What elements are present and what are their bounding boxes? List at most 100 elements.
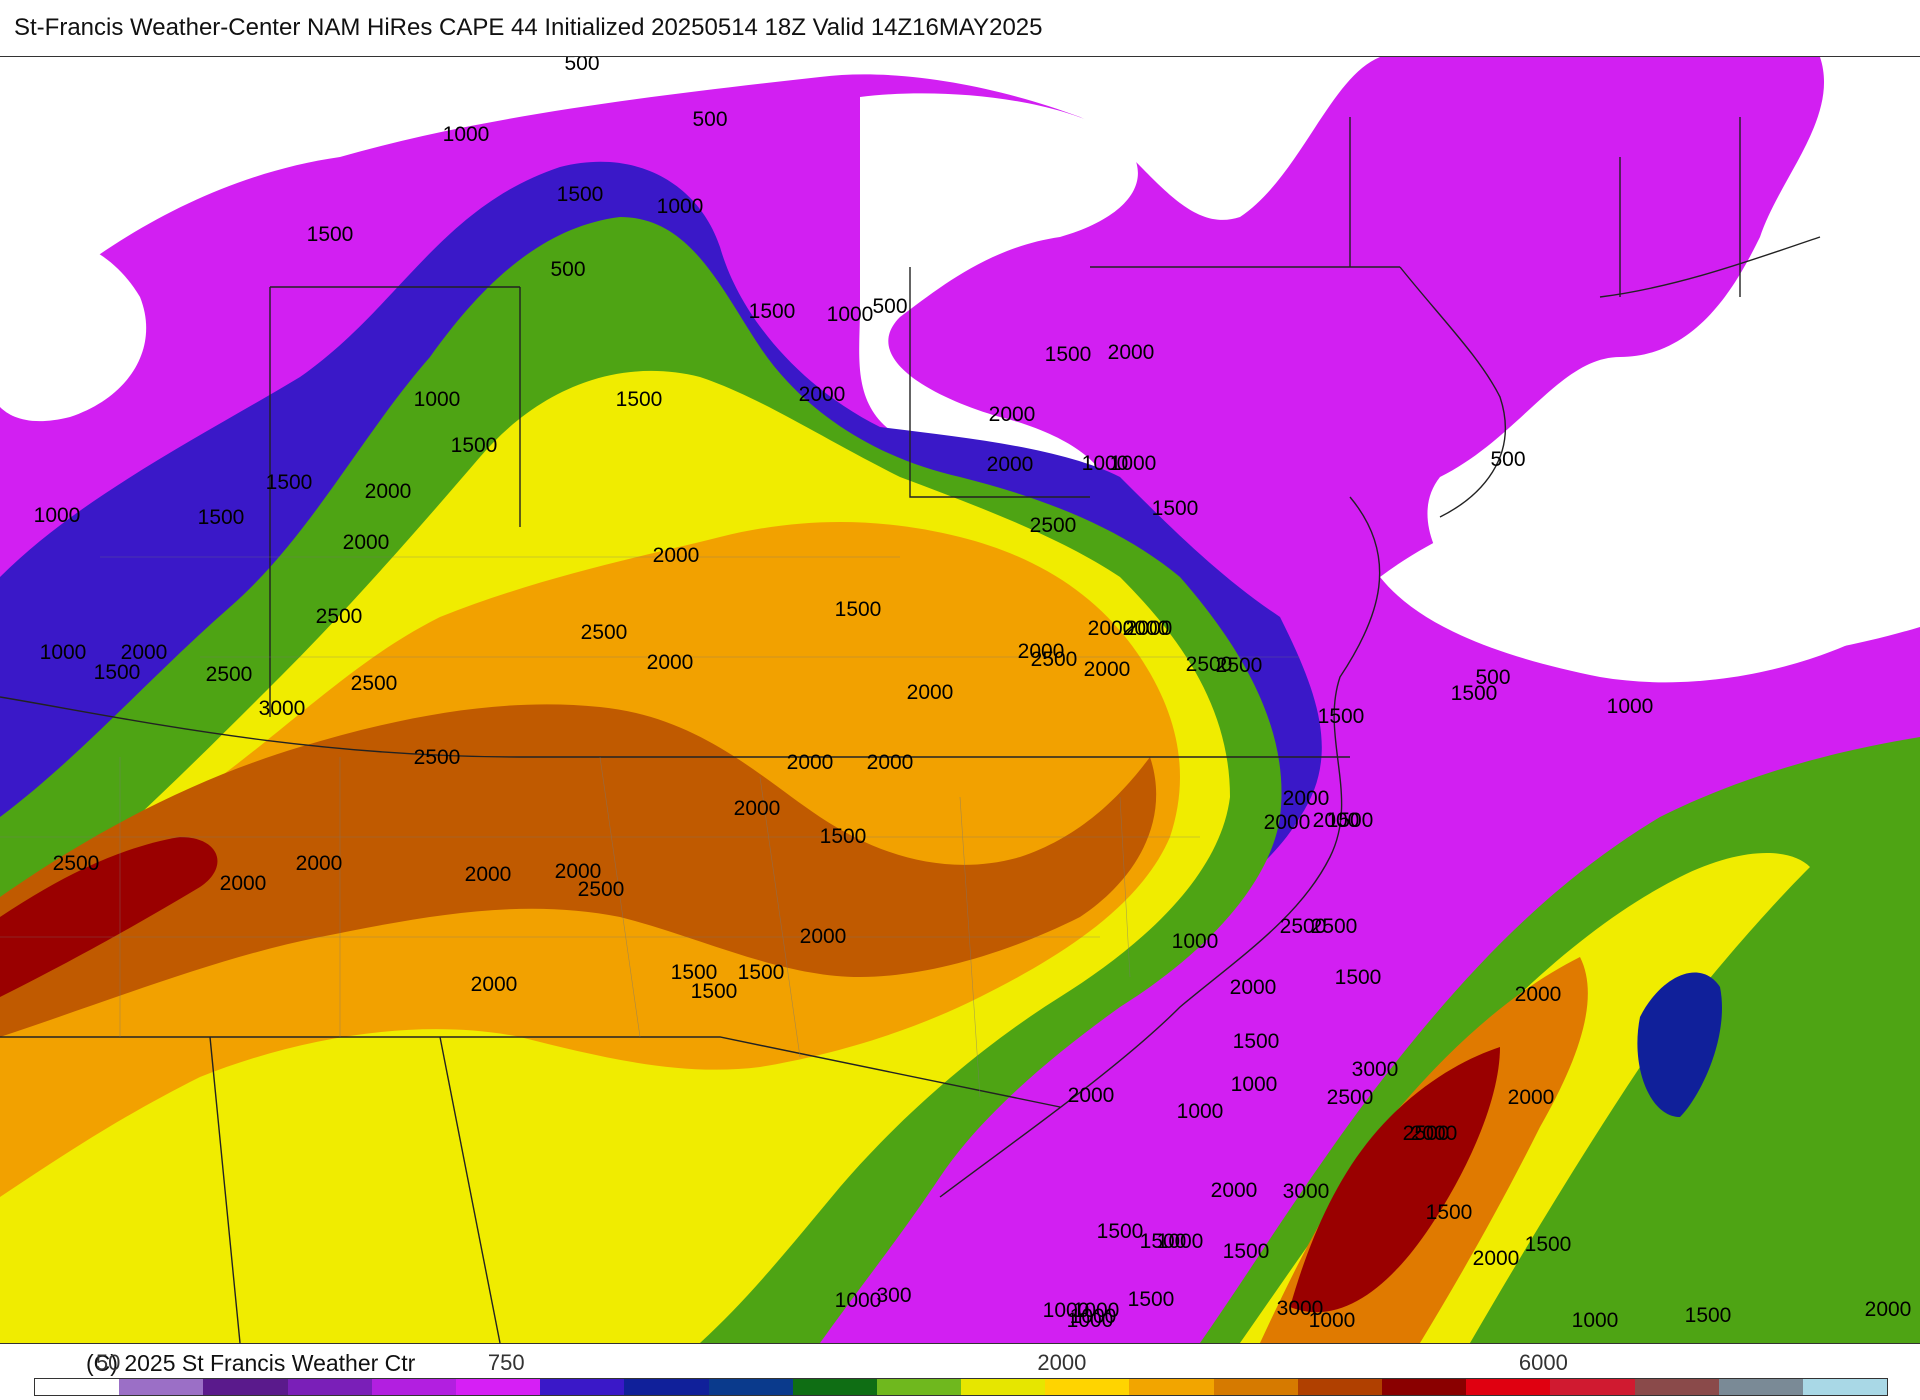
colorbar-segment [792, 1379, 877, 1395]
colorbar [34, 1378, 1888, 1396]
colorbar-segment [624, 1379, 709, 1395]
contour-label: 1500 [1140, 1230, 1187, 1253]
contour-label: 2000 [1123, 617, 1170, 640]
colorbar-segment [1802, 1379, 1888, 1395]
contour-label: 2500 [206, 663, 253, 686]
colorbar-segment [1382, 1379, 1467, 1395]
contour-label: 2000 [987, 453, 1034, 476]
colorbar-segment [961, 1379, 1046, 1395]
colorbar-segment [1466, 1379, 1551, 1395]
contour-label: 500 [692, 108, 727, 131]
contour-label: 2000 [907, 681, 954, 704]
colorbar-segment [1550, 1379, 1635, 1395]
contour-label: 1500 [1685, 1304, 1732, 1327]
contour-label: 1000 [1607, 695, 1654, 718]
contour-label: 2000 [1865, 1298, 1912, 1321]
contour-labels: 500 1000 1500 500 1500 1000 500 1500 1000 500 1500… [34, 52, 1912, 1332]
contour-label: 1000 [1110, 452, 1157, 475]
contour-label: 1000 [1177, 1100, 1224, 1123]
colorbar-tick-label: 6000 [1518, 1350, 1568, 1375]
colorbar-tick-label: 2000 [1037, 1350, 1087, 1375]
contour-label: 500 [550, 258, 585, 281]
contour-label: 2000 [555, 860, 602, 883]
contour-label: 1000 [1172, 930, 1219, 953]
colorbar-segment [1045, 1379, 1130, 1395]
contour-label: 2000 [121, 641, 168, 664]
contour-label: 2500 [1327, 1086, 1374, 1109]
contour-label: 1500 [738, 961, 785, 984]
contour-label: 3000 [1283, 1180, 1330, 1203]
contour-label: 1500 [451, 434, 498, 457]
colorbar-tick-label: 50 [95, 1350, 121, 1375]
contour-label: 2500 [1031, 648, 1078, 671]
cape-region-red-west [0, 837, 218, 997]
contour-label: 1000 [1043, 1299, 1090, 1322]
contour-label: 3000 [1277, 1297, 1324, 1320]
contour-label: 1500 [1525, 1233, 1572, 1256]
contour-label: 2000 [787, 751, 834, 774]
contour-label: 2500 [578, 878, 625, 901]
contour-label: 1500 [1152, 497, 1199, 520]
contour-label: 2000 [653, 544, 700, 567]
colorbar-segment [1718, 1379, 1803, 1395]
contour-label: 2000 [799, 383, 846, 406]
contour-label: 1500 [1318, 705, 1365, 728]
contour-label: 2000 [1283, 787, 1330, 810]
contour-label: 300 [876, 1284, 911, 1307]
boundary-lines [0, 117, 1821, 1344]
contour-label: 1500 [1097, 1220, 1144, 1243]
contour-label: 2000 [471, 973, 518, 996]
colorbar-tick-label: 750 [487, 1350, 525, 1375]
contour-label: 1500 [557, 183, 604, 206]
contour-label: 1500 [1223, 1240, 1270, 1263]
contour-label: 1500 [691, 980, 738, 1003]
cape-region-none-ocean [1380, 495, 1900, 683]
contour-label: 1000 [414, 388, 461, 411]
contour-label: 1000 [1070, 1305, 1117, 1328]
footer: (C) 2025 St Francis Weather Ctr 50 750 200… [0, 1344, 1920, 1400]
contour-label: 1500 [1045, 343, 1092, 366]
contour-label: 1500 [1128, 1288, 1175, 1311]
contour-label: 1000 [1309, 1309, 1356, 1332]
contour-label: 1500 [198, 506, 245, 529]
colorbar-segment [287, 1379, 372, 1395]
contour-label: 1500 [266, 471, 313, 494]
contour-label: 2000 [343, 531, 390, 554]
contour-label: 2500 [581, 621, 628, 644]
contour-label: 2000 [1515, 983, 1562, 1006]
colorbar-segment [371, 1379, 456, 1395]
contour-label: 2000 [1068, 1084, 1115, 1107]
contour-label: 500 [564, 57, 599, 75]
contour-label: 1500 [616, 388, 663, 411]
contour-label: 2000 [1313, 809, 1360, 832]
contour-label: 2000 [1126, 617, 1173, 640]
contour-label: 2000 [1108, 341, 1155, 364]
chart-title: St-Francis Weather-Center NAM HiRes CAPE… [14, 14, 1043, 41]
contour-label: 2000 [1084, 658, 1131, 681]
contour-label: 2000 [1473, 1247, 1520, 1270]
contour-label: 2000 [1230, 976, 1277, 999]
contour-label: 2000 [1508, 1086, 1555, 1109]
contour-label: 2000 [365, 480, 412, 503]
contour-label: 2000 [867, 751, 914, 774]
colorbar-segment [1213, 1379, 1298, 1395]
contour-label: 2000 [1264, 811, 1311, 834]
colorbar-segment [708, 1379, 793, 1395]
contour-label: 2500 [1186, 653, 1233, 676]
contour-label: 2500 [53, 852, 100, 875]
contour-label: 1000 [443, 123, 490, 146]
contour-label: 2500 [1403, 1122, 1450, 1145]
contour-label: 2000 [296, 852, 343, 875]
contour-label: 2000 [800, 925, 847, 948]
contour-label: 2000 [220, 872, 267, 895]
contour-label: 500 [1490, 448, 1525, 471]
contour-label: 1000 [40, 641, 87, 664]
county-lines [0, 556, 1300, 1098]
contour-label: 1000 [1073, 1299, 1120, 1322]
contour-label: 1000 [1231, 1073, 1278, 1096]
contour-label: 1000 [1082, 452, 1129, 475]
colorbar-segment [1129, 1379, 1214, 1395]
contour-label: 1000 [835, 1289, 882, 1312]
contour-label: 2000 [1018, 640, 1065, 663]
contour-label: 1000 [1572, 1309, 1619, 1332]
